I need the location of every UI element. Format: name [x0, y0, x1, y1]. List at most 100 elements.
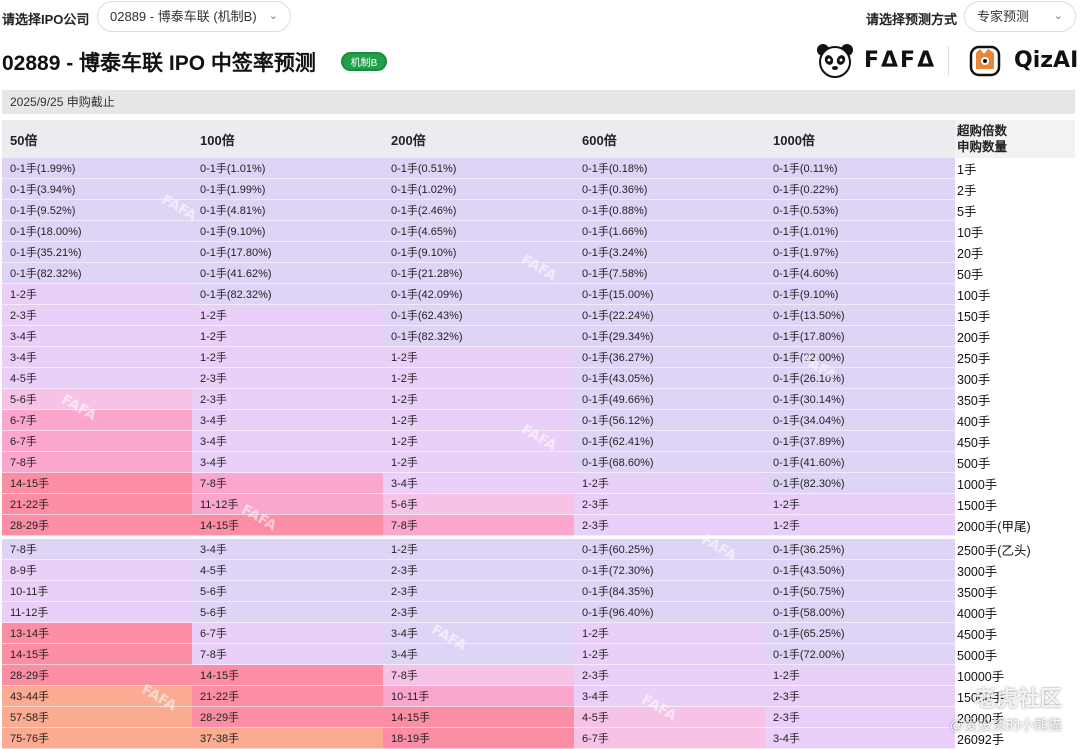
table-row: 21-22手 11-12手 5-6手 2-3手 1-2手 1500手 — [2, 494, 1075, 515]
allotment-cell-600x: 0-1手(3.24%) — [574, 242, 765, 263]
table-row: 0-1手(18.00%) 0-1手(9.10%) 0-1手(4.65%) 0-1手(1… — [2, 221, 1075, 242]
allotment-cell-200x: 1-2手 — [383, 452, 574, 473]
mechanism-badge: 机制B — [341, 52, 387, 71]
allotment-cell-600x: 0-1手(22.24%) — [574, 305, 765, 326]
quantity-cell: 200手 — [955, 326, 1075, 347]
chevron-down-icon: ⌄ — [268, 10, 278, 22]
allotment-cell-100x: 4-5手 — [192, 560, 383, 581]
allotment-cell-200x: 7-8手 — [383, 665, 574, 686]
table-row: 75-76手 37-38手 18-19手 6-7手 3-4手 26092手 — [2, 728, 1075, 749]
allotment-cell-200x: 0-1手(0.51%) — [383, 158, 574, 179]
allotment-cell-50x: 6-7手 — [2, 410, 192, 431]
allotment-cell-600x: 0-1手(56.12%) — [574, 410, 765, 431]
quantity-cell: 300手 — [955, 368, 1075, 389]
chevron-down-icon: ⌄ — [1053, 10, 1063, 22]
allotment-cell-600x: 0-1手(1.66%) — [574, 221, 765, 242]
allotment-cell-50x: 3-4手 — [2, 326, 192, 347]
allotment-cell-1000x: 0-1手(0.11%) — [765, 158, 955, 179]
table-row: 6-7手 3-4手 1-2手 0-1手(62.41%) 0-1手(37.89%) 450手 — [2, 431, 1075, 452]
company-select[interactable]: 02889 - 博泰车联 (机制B) ⌄ — [97, 1, 291, 32]
allotment-cell-200x: 0-1手(4.65%) — [383, 221, 574, 242]
quantity-cell: 400手 — [955, 410, 1075, 431]
table-row: 13-14手 6-7手 3-4手 1-2手 0-1手(65.25%) 4500手 — [2, 623, 1075, 644]
quantity-cell: 1000手 — [955, 473, 1075, 494]
allotment-cell-200x: 1-2手 — [383, 347, 574, 368]
table-row: 3-4手 1-2手 1-2手 0-1手(36.27%) 0-1手(22.00%) 250手 — [2, 347, 1075, 368]
quantity-cell: 26092手 — [955, 728, 1075, 749]
allotment-cell-50x: 28-29手 — [2, 515, 192, 536]
allotment-cell-200x: 3-4手 — [383, 623, 574, 644]
allotment-cell-1000x: 1-2手 — [765, 515, 955, 536]
allotment-cell-600x: 1-2手 — [574, 473, 765, 494]
allotment-cell-600x: 2-3手 — [574, 515, 765, 536]
allotment-cell-600x: 0-1手(84.35%) — [574, 581, 765, 602]
allotment-cell-100x: 0-1手(17.80%) — [192, 242, 383, 263]
allotment-cell-100x: 1-2手 — [192, 347, 383, 368]
company-select-label: 请选择IPO公司 — [2, 12, 90, 27]
allotment-cell-50x: 0-1手(35.21%) — [2, 242, 192, 263]
qizai-logo-text: QizAI — [1014, 48, 1079, 73]
header-1000x: 1000倍 — [765, 120, 955, 158]
table-row: 0-1手(1.99%) 0-1手(1.01%) 0-1手(0.51%) 0-1手(0.… — [2, 158, 1075, 179]
allotment-cell-200x: 14-15手 — [383, 707, 574, 728]
table-row: 10-11手 5-6手 2-3手 0-1手(84.35%) 0-1手(50.75%) 35… — [2, 581, 1075, 602]
quantity-cell: 350手 — [955, 389, 1075, 410]
allotment-cell-50x: 43-44手 — [2, 686, 192, 707]
allotment-cell-600x: 0-1手(7.58%) — [574, 263, 765, 284]
allotment-cell-100x: 0-1手(82.32%) — [192, 284, 383, 305]
quantity-cell: 5000手 — [955, 644, 1075, 665]
allotment-cell-50x: 14-15手 — [2, 473, 192, 494]
allotment-cell-50x: 57-58手 — [2, 707, 192, 728]
allotment-cell-200x: 0-1手(42.09%) — [383, 284, 574, 305]
allotment-cell-1000x: 0-1手(22.00%) — [765, 347, 955, 368]
allotment-table-wrapper: 50倍 100倍 200倍 600倍 1000倍 超购倍数 申购数量 0-1手(… — [2, 120, 1075, 749]
allotment-cell-600x: 2-3手 — [574, 665, 765, 686]
quantity-cell: 20手 — [955, 242, 1075, 263]
table-row: 5-6手 2-3手 1-2手 0-1手(49.66%) 0-1手(30.14%) 350手 — [2, 389, 1075, 410]
allotment-cell-100x: 3-4手 — [192, 452, 383, 473]
method-select[interactable]: 专家预测 ⌄ — [964, 1, 1076, 32]
allotment-cell-50x: 75-76手 — [2, 728, 192, 749]
table-row: 2-3手 1-2手 0-1手(62.43%) 0-1手(22.24%) 0-1手(13.… — [2, 305, 1075, 326]
table-row: 57-58手 28-29手 14-15手 4-5手 2-3手 20000手 — [2, 707, 1075, 728]
allotment-cell-200x: 3-4手 — [383, 473, 574, 494]
company-select-value: 02889 - 博泰车联 (机制B) — [110, 9, 257, 24]
allotment-cell-1000x: 0-1手(30.14%) — [765, 389, 955, 410]
allotment-cell-100x: 11-12手 — [192, 494, 383, 515]
allotment-cell-200x: 10-11手 — [383, 686, 574, 707]
allotment-cell-200x: 1-2手 — [383, 410, 574, 431]
allotment-cell-600x: 0-1手(36.27%) — [574, 347, 765, 368]
method-select-value: 专家预测 — [977, 9, 1030, 24]
allotment-cell-600x: 0-1手(0.18%) — [574, 158, 765, 179]
quantity-cell: 20000手 — [955, 707, 1075, 728]
allotment-cell-600x: 0-1手(72.30%) — [574, 560, 765, 581]
fafa-logo: FΔFΔ — [816, 43, 936, 79]
table-row: 0-1手(9.52%) 0-1手(4.81%) 0-1手(2.46%) 0-1手(0.… — [2, 200, 1075, 221]
table-row: 6-7手 3-4手 1-2手 0-1手(56.12%) 0-1手(34.04%) 400手 — [2, 410, 1075, 431]
allotment-cell-100x: 14-15手 — [192, 665, 383, 686]
allotment-cell-200x: 1-2手 — [383, 368, 574, 389]
allotment-cell-50x: 13-14手 — [2, 623, 192, 644]
table-row: 14-15手 7-8手 3-4手 1-2手 0-1手(82.30%) 1000手 — [2, 473, 1075, 494]
quantity-cell: 500手 — [955, 452, 1075, 473]
allotment-cell-200x: 3-4手 — [383, 644, 574, 665]
allotment-cell-1000x: 0-1手(36.25%) — [765, 536, 955, 560]
quantity-cell: 4000手 — [955, 602, 1075, 623]
table-row: 28-29手 14-15手 7-8手 2-3手 1-2手 2000手(甲尾) — [2, 515, 1075, 536]
allotment-cell-1000x: 0-1手(37.89%) — [765, 431, 955, 452]
allotment-cell-100x: 1-2手 — [192, 305, 383, 326]
allotment-cell-50x: 0-1手(9.52%) — [2, 200, 192, 221]
quantity-cell: 15000手 — [955, 686, 1075, 707]
allotment-cell-1000x: 0-1手(1.97%) — [765, 242, 955, 263]
allotment-cell-600x: 3-4手 — [574, 686, 765, 707]
allotment-cell-50x: 7-8手 — [2, 452, 192, 473]
allotment-cell-600x: 2-3手 — [574, 494, 765, 515]
allotment-cell-600x: 0-1手(0.88%) — [574, 200, 765, 221]
allotment-cell-100x: 3-4手 — [192, 410, 383, 431]
subscription-deadline-bar: 2025/9/25 申购截止 — [2, 90, 1075, 114]
page-title: 02889 - 博泰车联 IPO 中签率预测 — [2, 52, 316, 75]
panda-icon — [817, 44, 853, 78]
allotment-cell-600x: 0-1手(96.40%) — [574, 602, 765, 623]
allotment-cell-100x: 0-1手(9.10%) — [192, 221, 383, 242]
quantity-cell: 150手 — [955, 305, 1075, 326]
